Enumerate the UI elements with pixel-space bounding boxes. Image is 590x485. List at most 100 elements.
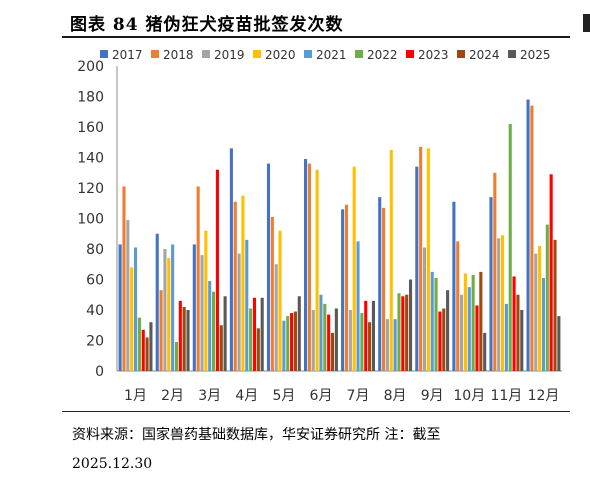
bar <box>463 273 467 371</box>
bar <box>266 163 271 371</box>
bar <box>534 253 538 371</box>
y-tick-label: 200 <box>77 59 104 75</box>
y-tick-label: 20 <box>86 334 104 350</box>
bar <box>538 245 542 371</box>
bar <box>126 220 130 371</box>
axis-layer: 0 20 40 60 80 100 120 140 160 180 200 1月 2月 3月 4月 5月 6月 7… <box>77 59 562 404</box>
bar <box>434 277 438 371</box>
bar <box>252 297 257 371</box>
bar <box>155 233 159 371</box>
bar <box>270 216 274 371</box>
figure-title: 图表 84 猪伪狂犬疫苗批签发次数 <box>70 15 344 35</box>
legend-label: 2024 <box>469 48 500 62</box>
bar <box>341 209 345 371</box>
bar <box>378 197 382 371</box>
bar <box>352 166 356 371</box>
x-tick-label: 7月 <box>347 388 370 404</box>
bars-layer <box>118 99 561 372</box>
bar <box>360 313 364 371</box>
bar <box>368 322 372 371</box>
bar <box>149 322 153 371</box>
bar <box>215 169 219 371</box>
legend-swatch <box>457 50 465 58</box>
x-tick-label: 11月 <box>490 388 522 404</box>
bar <box>438 311 442 371</box>
bar <box>237 253 241 371</box>
bar <box>460 294 464 371</box>
bar <box>500 235 505 371</box>
bar <box>330 332 335 372</box>
x-tick-label: 4月 <box>235 388 258 404</box>
bar <box>307 163 311 371</box>
bar <box>196 186 200 371</box>
bar <box>344 204 349 371</box>
bar <box>118 244 122 371</box>
bar <box>430 271 434 372</box>
bar <box>371 300 375 371</box>
bar <box>479 271 483 372</box>
legend-label: 2018 <box>163 48 194 62</box>
bar <box>315 169 319 371</box>
bar <box>245 239 249 371</box>
y-tick-label: 0 <box>95 364 104 380</box>
bar <box>426 148 430 371</box>
source-note: 资料来源：国家兽药基础数据库，华安证券研究所 注：截至 <box>72 427 441 443</box>
bar <box>442 308 446 371</box>
bar <box>282 320 286 371</box>
bar <box>167 258 171 371</box>
legend-label: 2021 <box>316 48 347 62</box>
bar <box>520 310 524 371</box>
bar <box>516 294 520 371</box>
legend-label: 2020 <box>265 48 296 62</box>
bar <box>446 290 450 371</box>
bar <box>508 123 512 371</box>
legend-swatch <box>151 50 159 58</box>
x-tick-label: 3月 <box>198 388 221 404</box>
bar <box>178 300 182 371</box>
legend-label: 2022 <box>367 48 398 62</box>
bar <box>137 317 141 372</box>
bar <box>557 316 561 371</box>
legend-label: 2023 <box>418 48 449 62</box>
bar <box>422 247 427 371</box>
bar <box>260 297 264 371</box>
bar <box>471 274 475 371</box>
legend-swatch <box>253 50 261 58</box>
bar <box>182 306 186 371</box>
x-tick-label: 8月 <box>384 388 407 404</box>
bar <box>145 337 149 371</box>
bar <box>493 172 497 371</box>
bar <box>219 325 223 371</box>
bar <box>327 314 331 371</box>
chart-area: 0 20 40 60 80 100 120 140 160 180 200 1月 2月 3月 4月 5月 6月 7… <box>77 48 562 404</box>
bar <box>204 230 208 371</box>
bar <box>223 296 227 371</box>
y-tick-label: 180 <box>77 90 104 106</box>
bar <box>229 148 233 371</box>
bar <box>192 244 196 371</box>
bar <box>382 207 386 371</box>
footer-rule <box>62 411 570 412</box>
bar <box>348 310 352 371</box>
bar <box>334 308 338 371</box>
y-tick-label: 40 <box>86 303 104 319</box>
y-tick-label: 60 <box>86 273 104 289</box>
legend-swatch <box>100 50 108 58</box>
bar <box>174 342 179 371</box>
y-tick-label: 160 <box>77 120 104 136</box>
bar <box>122 186 126 371</box>
bar <box>393 319 397 371</box>
bar <box>415 166 419 371</box>
bar <box>545 224 549 371</box>
edge-mark <box>583 14 590 32</box>
bar <box>419 146 423 371</box>
bar <box>397 293 401 371</box>
x-tick-label: 2月 <box>161 388 184 404</box>
x-tick-label: 9月 <box>421 388 444 404</box>
bar <box>549 174 553 371</box>
y-tick-label: 120 <box>77 181 104 197</box>
legend-layer: 2017 2018 2019 2020 2021 2022 2023 2024 2025 <box>100 48 551 62</box>
bar <box>163 249 167 371</box>
bar <box>489 197 493 371</box>
legend-swatch <box>355 50 363 58</box>
